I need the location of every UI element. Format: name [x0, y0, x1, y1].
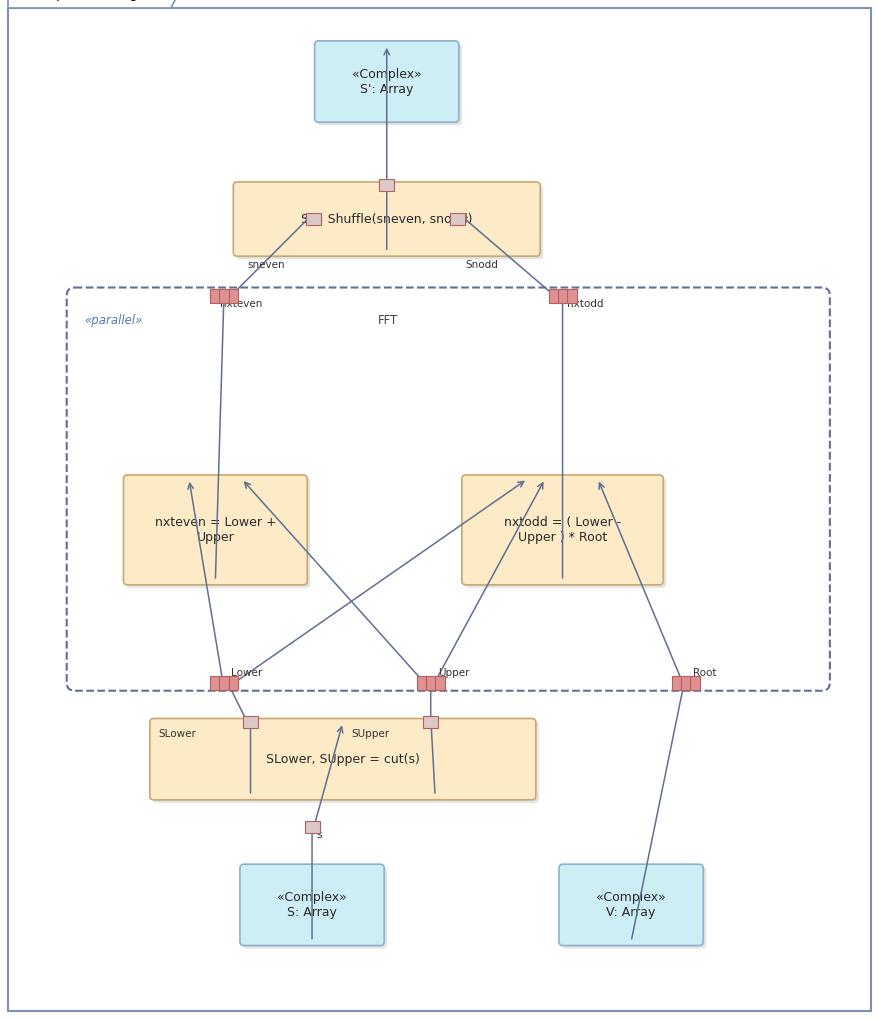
FancyBboxPatch shape — [561, 867, 705, 949]
Bar — [210, 288, 238, 303]
Text: nxtodd = ( Lower -
Upper ) * Root: nxtodd = ( Lower - Upper ) * Root — [503, 516, 621, 544]
Text: FFT: FFT — [378, 314, 398, 326]
Bar — [210, 676, 238, 690]
FancyBboxPatch shape — [314, 41, 458, 122]
Bar — [548, 288, 576, 303]
Text: sneven: sneven — [248, 260, 285, 270]
Text: Lower: Lower — [231, 667, 263, 678]
Text: SLower: SLower — [158, 729, 196, 739]
FancyBboxPatch shape — [242, 867, 386, 949]
Bar — [450, 213, 465, 225]
Text: s: s — [316, 830, 321, 841]
Text: SLower, SUpper = cut(s): SLower, SUpper = cut(s) — [265, 753, 420, 765]
Bar — [422, 716, 438, 729]
Text: Upper: Upper — [437, 667, 469, 678]
FancyBboxPatch shape — [240, 864, 384, 946]
FancyBboxPatch shape — [126, 478, 310, 588]
FancyBboxPatch shape — [149, 718, 536, 800]
Bar — [242, 716, 258, 729]
Bar — [378, 179, 394, 192]
Text: S = Shuffle(sneven, snodd): S = Shuffle(sneven, snodd) — [300, 213, 472, 225]
FancyBboxPatch shape — [317, 44, 461, 125]
Bar — [416, 676, 444, 690]
FancyBboxPatch shape — [8, 8, 870, 1011]
FancyBboxPatch shape — [123, 475, 307, 585]
Bar — [306, 213, 321, 225]
Text: nxteven: nxteven — [220, 299, 262, 309]
Text: Root: Root — [692, 667, 716, 678]
Text: Snodd: Snodd — [464, 260, 497, 270]
Text: nxteven = Lower +
Upper: nxteven = Lower + Upper — [155, 516, 276, 544]
FancyBboxPatch shape — [236, 185, 543, 259]
FancyBboxPatch shape — [464, 478, 666, 588]
Text: SUpper: SUpper — [351, 729, 389, 739]
FancyBboxPatch shape — [67, 287, 829, 691]
FancyBboxPatch shape — [558, 864, 702, 946]
Text: «Complex»
V: Array: «Complex» V: Array — [595, 891, 666, 919]
FancyBboxPatch shape — [461, 475, 663, 585]
Bar — [671, 676, 699, 690]
FancyBboxPatch shape — [233, 182, 540, 256]
Text: «parallel»: «parallel» — [84, 314, 143, 326]
Text: «Complex»
S': Array: «Complex» S': Array — [351, 67, 421, 96]
Text: nxtodd: nxtodd — [566, 299, 603, 309]
Text: «Complex»
S: Array: «Complex» S: Array — [277, 891, 347, 919]
Bar — [304, 821, 320, 834]
Polygon shape — [8, 0, 184, 8]
FancyBboxPatch shape — [153, 721, 538, 803]
